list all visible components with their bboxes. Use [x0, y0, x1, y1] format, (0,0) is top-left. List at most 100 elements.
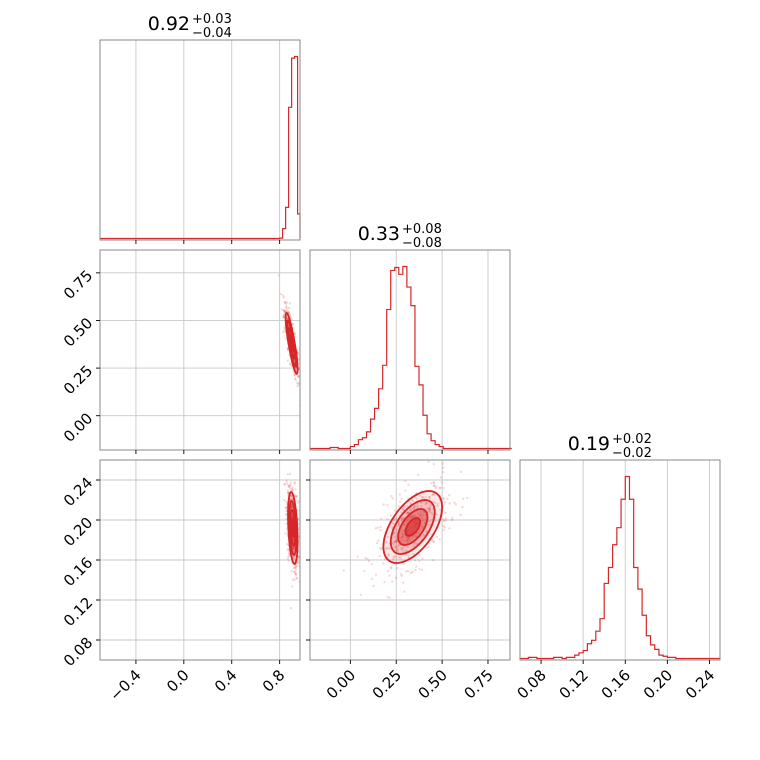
- sample-point: [277, 274, 280, 277]
- sample-point: [397, 505, 400, 508]
- sample-point: [439, 476, 443, 479]
- sample-point: [399, 537, 403, 540]
- sample-point: [412, 535, 415, 538]
- sample-point: [459, 513, 462, 517]
- x-tick-label: 0.25: [369, 666, 405, 702]
- sample-point: [292, 555, 296, 559]
- sample-point: [385, 540, 388, 544]
- panel-title-value: 0.92: [148, 13, 190, 35]
- sample-point: [421, 557, 424, 560]
- sample-point: [398, 500, 402, 504]
- sample-point: [420, 525, 423, 528]
- sample-point: [406, 504, 409, 508]
- sample-point: [294, 495, 298, 498]
- sample-point: [428, 508, 431, 512]
- sample-point: [293, 481, 296, 484]
- sample-point: [415, 534, 418, 537]
- sample-point: [387, 547, 390, 550]
- sample-point: [289, 487, 292, 490]
- sample-point: [400, 536, 404, 539]
- sample-point: [401, 535, 404, 538]
- sample-point: [375, 541, 379, 545]
- sample-point: [389, 567, 393, 570]
- sample-point: [293, 332, 296, 335]
- sample-point: [414, 568, 417, 572]
- sample-point: [285, 542, 289, 546]
- sample-point: [390, 566, 393, 569]
- sample-point: [294, 488, 297, 491]
- sample-point: [287, 485, 291, 488]
- sample-point: [434, 519, 437, 523]
- sample-point: [423, 533, 426, 536]
- sample-point: [408, 515, 412, 519]
- sample-point: [286, 491, 290, 495]
- sample-point: [290, 506, 293, 509]
- sample-point: [378, 554, 382, 558]
- sample-point: [282, 310, 286, 314]
- sample-point: [293, 377, 297, 380]
- scatter-content: [342, 460, 469, 600]
- panel-title-lower: −0.02: [612, 446, 652, 461]
- sample-point: [422, 534, 425, 537]
- sample-point: [426, 507, 429, 510]
- sample-point: [412, 544, 415, 548]
- sample-point: [366, 557, 369, 561]
- sample-point: [395, 540, 398, 543]
- sample-point: [407, 511, 410, 514]
- sample-point: [286, 473, 290, 476]
- sample-point: [395, 545, 398, 548]
- sample-point: [450, 518, 454, 522]
- sample-point: [376, 526, 380, 529]
- sample-point: [448, 527, 451, 530]
- sample-point: [295, 381, 299, 384]
- sample-point: [301, 535, 303, 537]
- x-tick-label: 0.8: [259, 666, 289, 696]
- sample-point: [287, 310, 291, 314]
- sample-point: [379, 528, 382, 532]
- sample-point: [288, 302, 292, 305]
- sample-point: [418, 513, 421, 517]
- hist-panel-3: 0.19 +0.02−0.02: [519, 432, 721, 661]
- scatter-panel-2: [96, 459, 303, 661]
- sample-point: [291, 323, 294, 326]
- sample-point: [284, 306, 288, 309]
- panel-title-value: 0.19: [568, 433, 610, 455]
- sample-point: [290, 505, 293, 509]
- histogram-line: [310, 265, 512, 450]
- sample-point: [283, 301, 287, 304]
- sample-point: [438, 538, 441, 541]
- sample-point: [282, 315, 285, 318]
- sample-point: [284, 513, 288, 516]
- sample-point: [407, 539, 410, 542]
- sample-point: [411, 507, 415, 510]
- sample-point: [406, 512, 409, 516]
- sample-point: [393, 519, 396, 522]
- sample-point: [427, 495, 431, 499]
- sample-point: [294, 572, 297, 575]
- sample-point: [405, 521, 408, 524]
- sample-point: [372, 584, 375, 588]
- sample-point: [293, 373, 296, 377]
- sample-point: [293, 482, 296, 485]
- sample-point: [403, 539, 406, 543]
- sample-point: [409, 509, 412, 512]
- sample-point: [285, 305, 288, 308]
- sample-point: [428, 509, 431, 512]
- sample-point: [290, 498, 293, 501]
- sample-point: [402, 545, 406, 548]
- sample-point: [400, 519, 403, 523]
- sample-point: [434, 486, 438, 490]
- sample-point: [400, 532, 404, 535]
- sample-point: [391, 497, 394, 500]
- sample-point: [404, 489, 407, 492]
- sample-point: [294, 565, 298, 568]
- y-tick-label: 0.16: [60, 554, 96, 590]
- sample-point: [400, 518, 404, 521]
- sample-point: [297, 561, 300, 564]
- sample-point: [417, 512, 420, 516]
- sample-point: [405, 570, 408, 573]
- x-tick-label: 0.12: [556, 666, 592, 702]
- sample-point: [379, 546, 382, 550]
- sample-point: [405, 519, 409, 522]
